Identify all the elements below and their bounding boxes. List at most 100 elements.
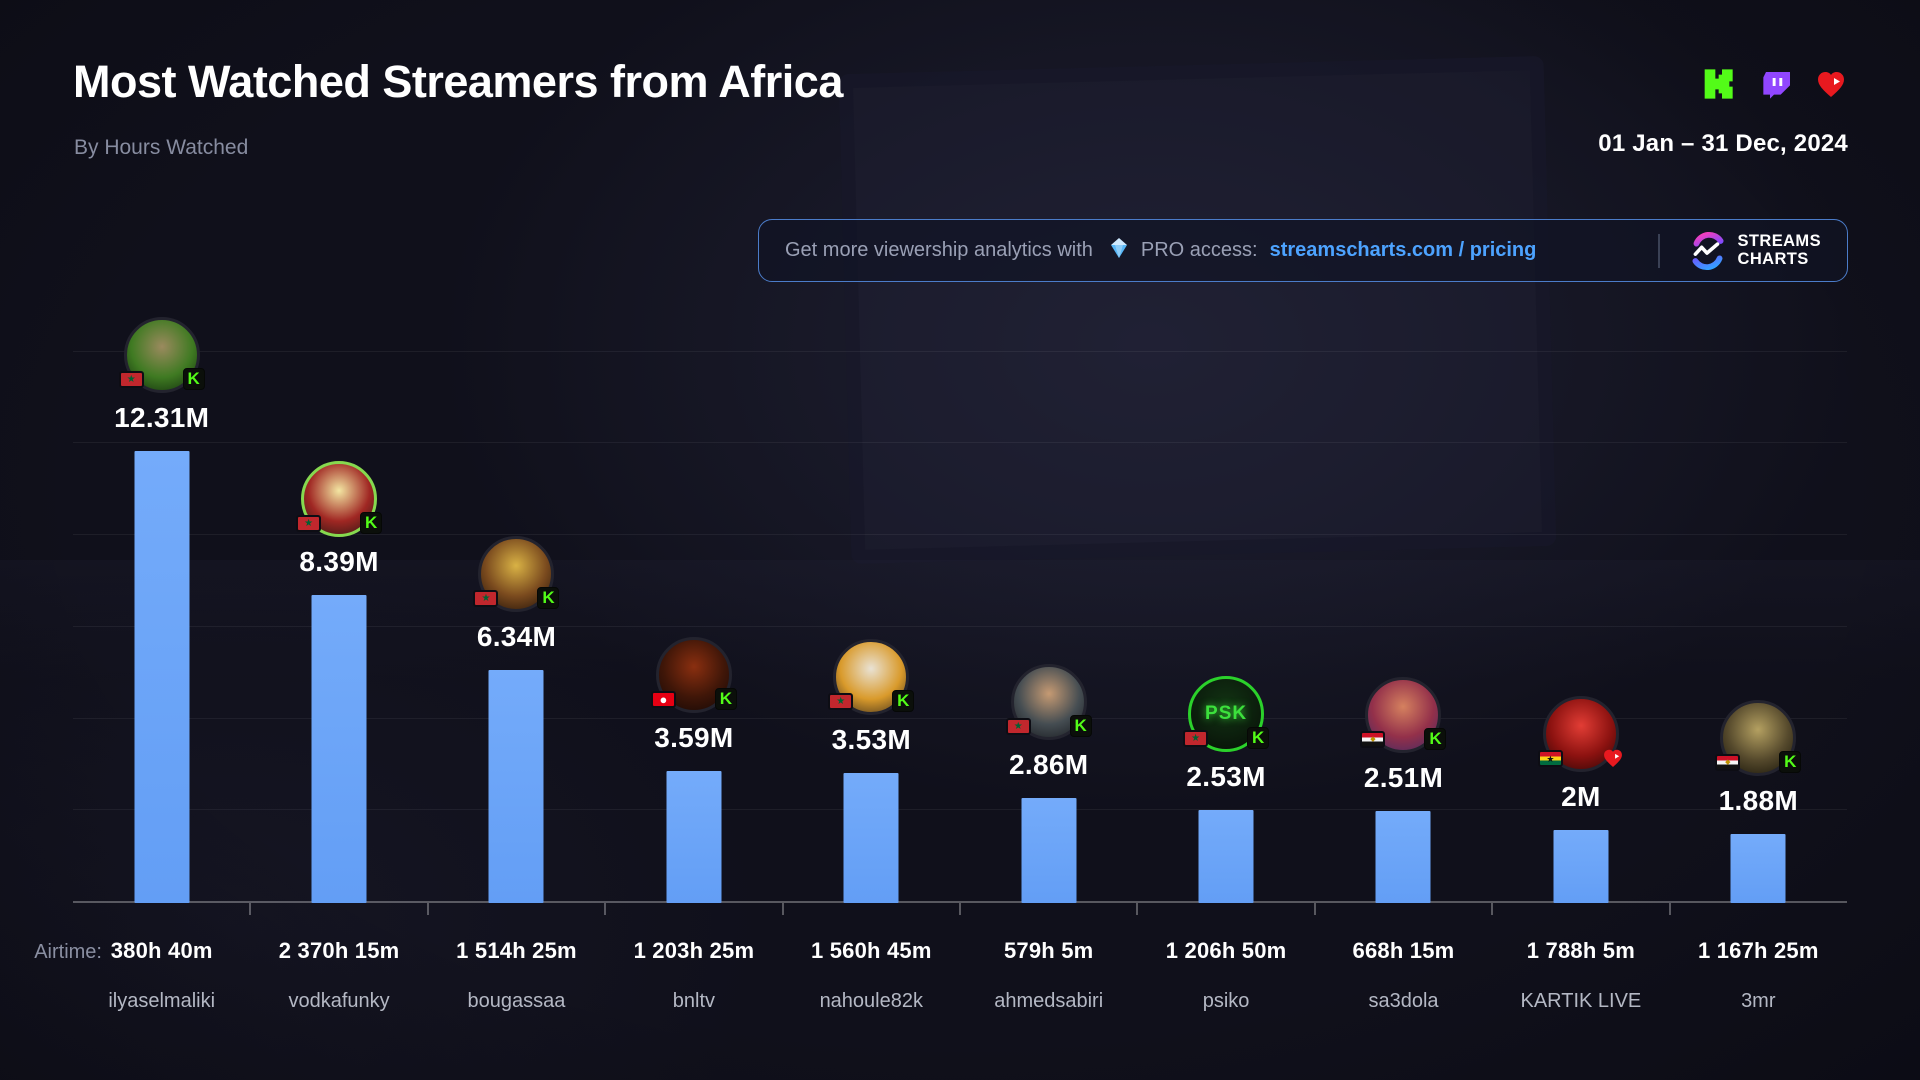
gridline (73, 625, 1847, 627)
streamer-name[interactable]: KARTIK LIVE (1520, 990, 1642, 1012)
gridline (73, 350, 1847, 352)
bar-value-label: 2.51M (1363, 762, 1444, 793)
bar[interactable] (311, 595, 367, 903)
airtime-value: 579h 5m (1003, 938, 1094, 963)
streamer-column: K 1.88M 1 167h 25m 3mr (1670, 250, 1847, 1030)
streamer-column: K 6.34M 1 514h 25m bougassaa (428, 250, 605, 1030)
bar-value-label: 1.88M (1718, 785, 1798, 816)
streamer-name[interactable]: nahoule82k (819, 990, 923, 1012)
bar[interactable] (1730, 834, 1786, 903)
kick-badge-icon: K (1069, 715, 1092, 737)
platform-icons (1702, 68, 1848, 100)
x-axis-tick (1313, 903, 1316, 915)
streamer-avatar[interactable]: PSK K (1183, 676, 1270, 752)
streamer-avatar[interactable]: K (296, 461, 383, 537)
date-range: 01 Jan – 31 Dec, 2024 (1598, 130, 1848, 157)
streamer-avatar[interactable]: K (1715, 700, 1802, 776)
streamer-avatar[interactable]: K (1537, 696, 1622, 772)
bar-value-label: 2.86M (1009, 749, 1089, 780)
streamscharts-logo-text: STREAMS CHARTS (1737, 232, 1821, 268)
pricing-link[interactable]: streamscharts.com / pricing (1269, 239, 1537, 261)
streamer-column: K 12.31M 380h 40m ilyaselmaliki (73, 250, 250, 1030)
country-flag-icon (1183, 730, 1209, 747)
country-flag-icon (1360, 731, 1386, 748)
country-flag-icon (650, 691, 676, 708)
streamer-name[interactable]: psiko (1202, 990, 1250, 1012)
airtime-value: 380h 40m (110, 938, 213, 963)
streamer-column: K 3.53M 1 560h 45m nahoule82k (783, 250, 960, 1030)
bar-value-label: 8.39M (299, 546, 379, 577)
streamer-avatar[interactable]: K (828, 639, 915, 715)
gridline (73, 442, 1847, 444)
kick-badge-icon: K (1247, 727, 1270, 749)
streamer-column: K 8.39M 2 370h 15m vodkafunky (250, 250, 427, 1030)
airtime-row-label: Airtime: (34, 941, 102, 963)
streamer-name[interactable]: vodkafunky (288, 990, 390, 1012)
bar[interactable] (843, 773, 899, 903)
streamer-column: K 2.51M 668h 15m sa3dola (1315, 250, 1492, 1030)
bar-value-label: 3.59M (654, 722, 734, 753)
kick-badge-icon: K (1424, 728, 1447, 750)
banner-message: Get more viewership analytics with (785, 239, 1093, 261)
gridline (73, 717, 1847, 719)
streamscharts-brand: STREAMS CHARTS (1688, 231, 1821, 271)
kick-badge-icon: K (714, 688, 737, 710)
bar-value-label: 2M (1561, 781, 1601, 812)
streamer-name[interactable]: bougassaa (467, 990, 566, 1012)
bar[interactable] (666, 771, 722, 903)
bar[interactable] (488, 670, 544, 903)
streamer-name[interactable]: 3mr (1741, 990, 1776, 1012)
country-flag-icon (1005, 718, 1031, 735)
streamer-name[interactable]: ahmedsabiri (994, 990, 1104, 1012)
bar-value-label: 2.53M (1186, 761, 1266, 792)
x-axis-tick (781, 903, 784, 915)
bar[interactable] (1198, 810, 1254, 903)
streamer-column: K 2.86M 579h 5m ahmedsabiri (960, 250, 1137, 1030)
bar[interactable] (1021, 798, 1077, 903)
kick-icon (1702, 68, 1734, 100)
bar[interactable] (134, 451, 190, 903)
streamer-avatar[interactable]: K (473, 536, 560, 612)
heart-badge-icon (1602, 747, 1624, 769)
bar-value-label: 12.31M (114, 402, 210, 433)
streamer-column: K 3.59M 1 203h 25m bnltv (605, 250, 782, 1030)
banner-divider (1657, 233, 1660, 268)
airtime-value: 1 788h 5m (1526, 938, 1635, 963)
airtime-value: 1 167h 25m (1697, 938, 1819, 963)
country-flag-icon (1715, 754, 1741, 771)
country-flag-icon (828, 693, 854, 710)
streamer-name[interactable]: sa3dola (1368, 990, 1439, 1012)
twitch-icon (1758, 68, 1790, 100)
promo-banner: Get more viewership analytics with PRO a… (758, 219, 1848, 282)
gridline (73, 809, 1847, 811)
x-axis-tick (1136, 903, 1139, 915)
heart-play-icon (1814, 69, 1848, 99)
kick-badge-icon: K (182, 368, 205, 390)
streamer-column: PSK K 2.53M 1 206h 50m psiko (1137, 250, 1314, 1030)
x-axis-line (73, 901, 1847, 903)
airtime-value: 1 203h 25m (633, 938, 755, 963)
gridline (73, 534, 1847, 535)
bar[interactable] (1375, 811, 1431, 903)
streamer-avatar[interactable]: K (1360, 677, 1447, 753)
country-flag-icon (473, 590, 499, 607)
airtime-value: 668h 15m (1352, 938, 1455, 963)
streamer-name[interactable]: ilyaselmaliki (108, 990, 216, 1012)
kick-badge-icon: K (1779, 751, 1802, 773)
x-axis-tick (604, 903, 607, 915)
x-axis-tick (426, 903, 429, 915)
airtime-value: 1 514h 25m (456, 938, 577, 963)
bar-chart: Airtime: K 12.31M 380h 40m ilyaselmaliki (0, 250, 1920, 1040)
x-axis-tick (959, 903, 961, 915)
x-axis-tick (1668, 903, 1671, 915)
streamer-name[interactable]: bnltv (672, 990, 715, 1012)
kick-badge-icon: K (892, 690, 915, 712)
bar-value-label: 6.34M (476, 621, 557, 652)
streamer-avatar[interactable]: K (650, 637, 737, 713)
airtime-value: 1 206h 50m (1165, 938, 1287, 963)
streamer-avatar[interactable]: K (1005, 664, 1092, 740)
streamer-avatar[interactable]: K (118, 317, 205, 393)
page-title: Most Watched Streamers from Africa (73, 56, 843, 107)
bar[interactable] (1553, 830, 1609, 903)
